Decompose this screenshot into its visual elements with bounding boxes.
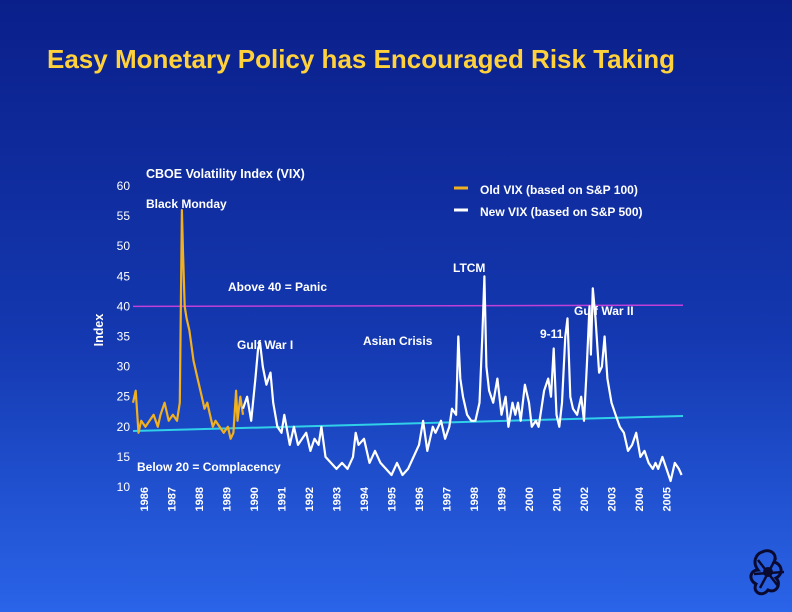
x-tick-label: 2002 [579,487,591,511]
seahorse-logo-icon [749,549,785,596]
x-tick-label: 1993 [332,487,344,511]
x-tick-label: 1987 [167,487,179,511]
x-tick-label: 1988 [194,487,206,511]
y-tick-label: 45 [117,269,131,283]
annotation-gulf-war-2: Gulf War II [574,304,634,318]
annotation-sept-11: 9-11 [540,327,564,341]
annotation-black-monday: Black Monday [146,197,227,211]
annotation-asian-crisis: Asian Crisis [363,334,433,348]
legend: Old VIX (based on S&P 100) New VIX (base… [454,183,643,219]
x-tick-label: 1991 [277,487,289,511]
y-axis-label: Index [92,314,106,347]
y-tick-label: 55 [117,209,131,223]
x-tick-label: 1990 [249,487,261,511]
y-tick-label: 40 [117,299,131,313]
x-tick-label: 2004 [634,486,646,511]
y-tick-label: 50 [117,239,131,253]
chart-title: CBOE Volatility Index (VIX) [146,167,305,181]
annotation-complacency-threshold: Below 20 = Complacency [137,460,281,474]
x-tick-label: 2003 [607,487,619,511]
x-tick-label: 1994 [359,486,371,511]
x-tick-label: 2000 [524,487,536,511]
x-tick-label: 1989 [222,487,234,511]
x-tick-label: 1997 [442,487,454,511]
y-tick-label: 60 [117,179,131,193]
x-tick-label: 1992 [304,487,316,511]
y-tick-label: 35 [117,330,131,344]
x-tick-label: 1995 [387,487,399,511]
series-line-new-vix [241,275,683,483]
annotation-gulf-war-1: Gulf War I [237,338,293,352]
y-tick-label: 10 [117,480,131,494]
reference-line-complacency [132,414,684,433]
annotation-panic-threshold: Above 40 = Panic [228,280,327,294]
x-tick-label: 1996 [414,487,426,511]
series-line-old-vix [131,209,245,440]
x-tick-label: 1986 [139,487,151,511]
slide-title: Easy Monetary Policy has Encouraged Risk… [47,44,676,74]
x-tick-label: 2001 [552,487,564,511]
y-tick-label: 30 [117,360,131,374]
y-tick-label: 15 [117,450,131,464]
x-tick-label: 1998 [469,487,481,511]
y-tick-label: 25 [117,390,131,404]
y-tick-label: 20 [117,420,131,434]
x-tick-label: 2005 [662,487,674,511]
annotation-ltcm: LTCM [453,261,485,275]
x-tick-label: 1999 [497,487,509,511]
legend-label-old-vix: Old VIX (based on S&P 100) [480,183,638,197]
legend-label-new-vix: New VIX (based on S&P 500) [480,205,643,219]
